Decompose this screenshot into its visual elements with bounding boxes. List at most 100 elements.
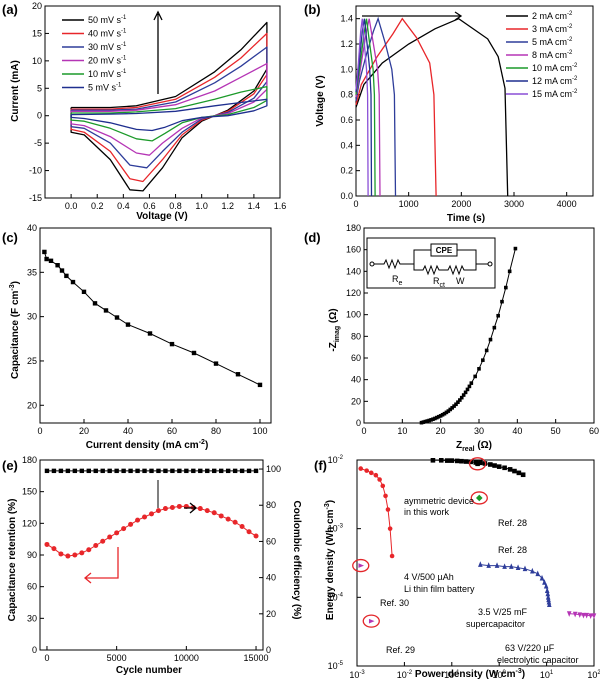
- panel-c-label: (c): [2, 230, 18, 245]
- series-point-black: [184, 468, 189, 474]
- gcd-curve-green: [355, 18, 376, 197]
- cpe-element: [430, 243, 458, 257]
- legend-label: 12 mA cm-2: [532, 76, 578, 86]
- series-point-black: [128, 468, 133, 474]
- panel-d-xtick-label: 0: [361, 426, 366, 436]
- ragone-point-red: [383, 493, 388, 499]
- panel-b-ylabel: Voltage (V): [315, 75, 326, 126]
- series-point-black: [135, 468, 140, 474]
- panel-b-ytick-label: 1.4: [340, 14, 353, 24]
- capacitance-point: [213, 361, 219, 366]
- ragone-point-red: [380, 483, 386, 489]
- ragone-point-black: [463, 459, 469, 464]
- panel-a-xtick-label: 0.4: [117, 201, 130, 211]
- panel-f-label: (f): [314, 458, 327, 473]
- panel-d-label: (d): [304, 230, 321, 245]
- panel-f-xlabel: Power density (W cm-3): [415, 668, 525, 680]
- series-point-black: [107, 468, 112, 474]
- ragone-point-black: [502, 465, 507, 471]
- series-point-red: [169, 505, 175, 510]
- panel-e-ytick-right-label: 40: [266, 573, 276, 583]
- ragone-point-blue: [546, 598, 552, 605]
- panel-e: (e) 0 5000 10000 15000030609012015018002040…: [2, 455, 302, 676]
- panel-d-xtick-label: 40: [512, 426, 522, 436]
- panel-d-ytick-label: 140: [346, 266, 361, 276]
- ann-electro-line2: electrolytic capacitor: [497, 655, 579, 665]
- ragone-point-red: [368, 470, 374, 476]
- panel-f: (f) 10-3 10-2 10-1 100 101 10210-510-410-310-…: [314, 455, 600, 680]
- series-point-red: [65, 553, 71, 559]
- panel-e-ytick-right-label: 60: [266, 536, 276, 546]
- panel-b-ytick-label: 1.2: [340, 39, 353, 49]
- panel-a-xtick-label: 1.2: [222, 201, 235, 211]
- ragone-point-blue: [545, 594, 551, 600]
- panel-c-ytick-label: 25: [27, 356, 37, 366]
- ref-highlight-circle: [468, 457, 487, 471]
- series-point-black: [218, 468, 224, 474]
- ragone-point-magenta: [584, 612, 589, 619]
- nyquist-point: [513, 246, 518, 251]
- nyquist-point: [433, 416, 437, 421]
- ragone-point-black: [520, 472, 526, 478]
- series-point-black: [149, 468, 154, 474]
- cv-curve-navy: [70, 98, 268, 132]
- nyquist-point: [481, 358, 485, 362]
- nyquist-point: [488, 337, 493, 342]
- panel-a-xtick-label: 0.0: [65, 201, 78, 211]
- ragone-point-red: [385, 507, 391, 512]
- rct-label: Rct: [433, 276, 445, 289]
- panel-f-xtick-label: 10-3: [349, 670, 365, 680]
- capacitance-point: [42, 249, 47, 255]
- panel-b-xtick-label: 2000: [451, 199, 471, 209]
- panel-a-xtick-label: 1.0: [195, 201, 208, 211]
- ragone-point-blue: [535, 570, 541, 577]
- series-point-red: [149, 511, 154, 517]
- ragone-point-black: [459, 458, 464, 464]
- ragone-point-green: [475, 494, 483, 502]
- panel-a-legend: 50 mV s-1 40 mV s-1 30 mV s-1 20 mV s-1 10 m…: [62, 10, 163, 94]
- series-point-black: [72, 468, 78, 474]
- nyquist-point: [452, 404, 456, 408]
- nyquist-point: [421, 420, 426, 424]
- series-point-black: [191, 468, 196, 474]
- panel-e-ytick-label: 0: [32, 645, 37, 655]
- panel-f-ylabel: Energy density (Wh cm-3): [324, 500, 336, 620]
- panel-f-ytick-label: 10-2: [328, 455, 344, 465]
- panel-d-marks: [419, 246, 518, 425]
- nyquist-point: [419, 420, 424, 425]
- ann-device-line1: aymmetric device: [404, 496, 474, 506]
- ragone-point-magenta: [591, 613, 597, 620]
- nyquist-point: [436, 414, 441, 419]
- panel-b-xtick-label: 1000: [399, 199, 419, 209]
- series-point-red: [142, 514, 148, 520]
- ann-ref29: Ref. 29: [386, 645, 415, 655]
- series-point-black: [212, 468, 217, 474]
- ann-ref28-a: Ref. 28: [498, 518, 527, 528]
- ragone-point-black: [512, 468, 517, 474]
- nyquist-point: [458, 398, 462, 402]
- panel-a-xtick-label: 1.4: [248, 201, 261, 211]
- panel-c-xtick-label: 0: [37, 426, 42, 436]
- series-point-black: [44, 468, 50, 474]
- panel-b-axes: 0 1000 2000 3000 4000 0.0 0.2 0.4 0.6 0.8 1.0 1.2 1.…: [340, 5, 594, 209]
- panel-a-xlabel: Voltage (V): [136, 211, 187, 222]
- series-point-red: [246, 529, 252, 535]
- ragone-point-black: [478, 460, 483, 466]
- legend-label: 2 mA cm-2: [532, 11, 573, 21]
- panel-d-ytick-label: 40: [351, 375, 361, 385]
- panel-e-ytick-label: 120: [22, 518, 37, 528]
- ragone-point-black: [444, 458, 450, 463]
- ragone-point-blue: [546, 596, 551, 603]
- panel-d-xtick-label: 10: [397, 426, 407, 436]
- re-label: Re: [392, 274, 403, 287]
- panel-d-ytick-label: 180: [346, 223, 361, 233]
- ragone-point-blue: [545, 590, 551, 597]
- panel-c-marks: [42, 249, 263, 388]
- nyquist-point: [456, 400, 460, 404]
- cv-curve-green: [70, 85, 268, 142]
- panel-e-ylabel-right: Coulombic efficiency (%): [291, 501, 302, 620]
- legend-label: 40 mV s-1: [88, 29, 127, 39]
- series-point-black: [170, 468, 175, 474]
- panel-b: (b) 0 1000 2000 3000 4000 0.0 0.2 0.4 0.6 0.8 1.0 1…: [304, 2, 594, 224]
